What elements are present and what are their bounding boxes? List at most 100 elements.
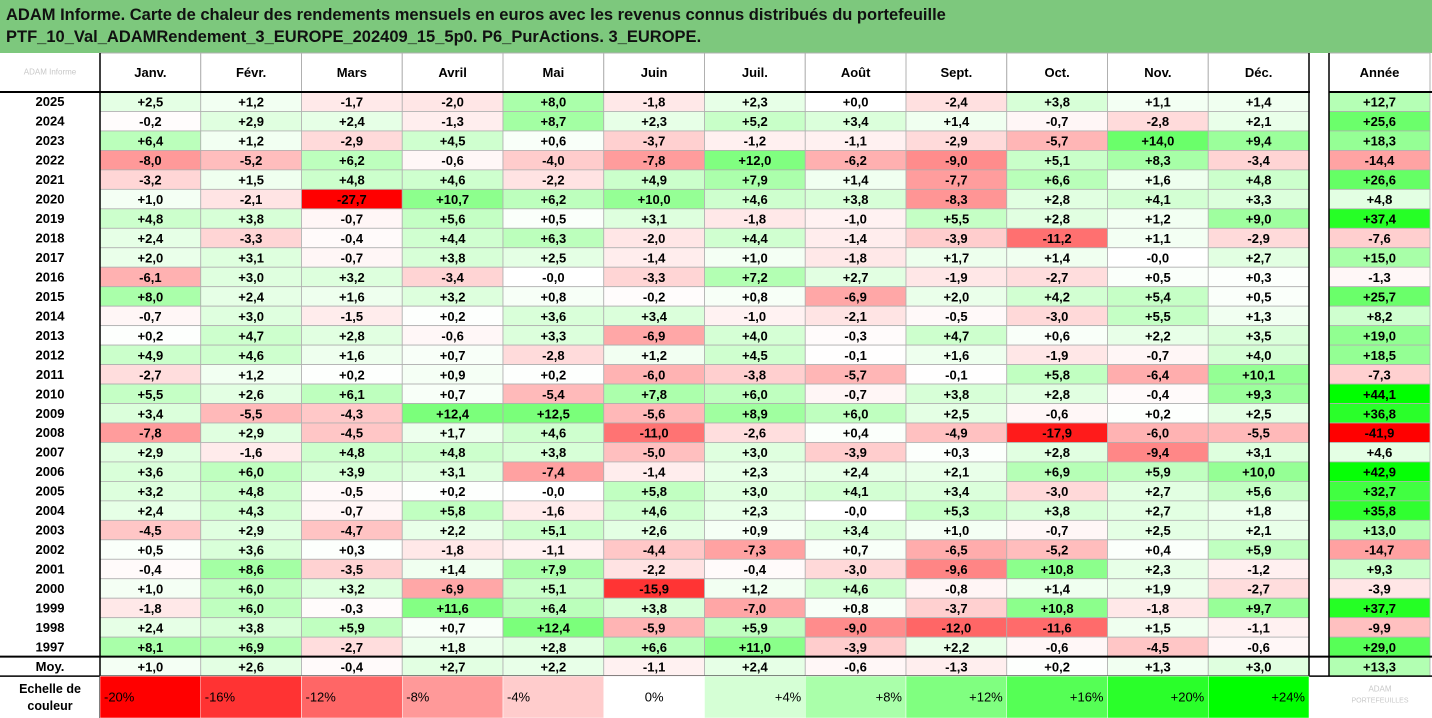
cell-value: +3,1 [1246, 445, 1272, 460]
cell-value: -3,7 [945, 601, 967, 616]
column-header-7: Juil. [742, 65, 768, 80]
cell-value: +2,8 [1044, 445, 1070, 460]
cell-value: -11,2 [1043, 231, 1072, 246]
cell-value: -3,3 [240, 231, 262, 246]
cell-value: +2,4 [238, 289, 264, 304]
cell-value: -5,5 [1247, 426, 1269, 441]
cell-value: -0,6 [844, 659, 866, 674]
cell-value: -3,9 [844, 445, 866, 460]
cell-value: -2,2 [542, 173, 564, 188]
cell-value: +4,6 [742, 192, 768, 207]
cell-value: -1,3 [945, 659, 967, 674]
cell-value: -0,8 [945, 581, 967, 596]
cell-value: -0,4 [744, 562, 767, 577]
cell-value: +1,6 [944, 348, 970, 363]
cell-value: -4,0 [542, 153, 564, 168]
cell-value: +2,3 [1145, 562, 1171, 577]
cell-value: -3,0 [844, 562, 866, 577]
cell-value: -0,6 [1046, 406, 1068, 421]
cell-value: +0,3 [944, 445, 970, 460]
cell-value: +5,6 [1246, 484, 1272, 499]
cell-value: +10,8 [1041, 601, 1074, 616]
cell-value: +0,5 [138, 543, 164, 558]
cell-value: -1,8 [441, 543, 463, 558]
cell-value: +4,8 [339, 445, 365, 460]
cell-value: +9,3 [1246, 387, 1272, 402]
year-total-value: +13,3 [1363, 659, 1396, 674]
year-total-value: +37,7 [1363, 601, 1396, 616]
cell-value: -0,4 [341, 231, 364, 246]
cell-value: +10,0 [1242, 465, 1275, 480]
cell-value: +2,3 [742, 95, 768, 110]
cell-value: +3,8 [238, 620, 264, 635]
cell-value: -4,4 [643, 543, 666, 558]
cell-value: -1,4 [844, 231, 867, 246]
cell-value: +2,5 [1246, 406, 1272, 421]
cell-value: -3,0 [1046, 484, 1068, 499]
cell-value: -8,0 [139, 153, 161, 168]
cell-value: +0,2 [138, 328, 164, 343]
cell-value: -11,0 [640, 426, 669, 441]
cell-value: +2,6 [238, 387, 264, 402]
year-total-value: -14,4 [1365, 153, 1395, 168]
cell-value: +2,6 [641, 523, 667, 538]
cell-value: +4,5 [742, 348, 768, 363]
cell-value: +1,8 [1246, 504, 1272, 519]
cell-value: +1,0 [944, 523, 970, 538]
cell-value: -1,3 [441, 114, 463, 129]
cell-value: +6,1 [339, 387, 365, 402]
cell-value: -5,2 [1046, 543, 1068, 558]
cell-value: -6,1 [139, 270, 161, 285]
cell-value: -0,0 [844, 504, 866, 519]
cell-value: +2,9 [238, 523, 264, 538]
scale-swatch [1208, 675, 1310, 718]
cell-value: -6,0 [1147, 426, 1169, 441]
cell-value: +2,2 [440, 523, 466, 538]
scale-label-7: +4% [775, 690, 802, 705]
year-total-value: +37,4 [1363, 212, 1397, 227]
cell-value: +4,6 [541, 426, 567, 441]
year-total-value: -3,9 [1368, 581, 1390, 596]
cell-value: -11,6 [1043, 620, 1072, 635]
cell-value: -0,4 [139, 562, 162, 577]
cell-value: +3,4 [944, 484, 970, 499]
cell-value: +1,4 [1044, 581, 1070, 596]
row-label-2010: 2010 [36, 386, 65, 401]
cell-value: +2,9 [238, 426, 264, 441]
average-row-label: Moy. [36, 659, 65, 674]
cell-value: -5,7 [1046, 134, 1068, 149]
cell-value: +1,6 [339, 289, 365, 304]
cell-value: +1,9 [1145, 581, 1171, 596]
cell-value: +1,3 [1145, 659, 1171, 674]
row-label-1997: 1997 [36, 639, 65, 654]
column-header-cell [301, 52, 403, 93]
row-label-2012: 2012 [36, 347, 65, 362]
cell-value: -2,9 [1247, 231, 1269, 246]
cell-value: -7,8 [139, 426, 161, 441]
cell-value: +6,2 [339, 153, 365, 168]
cell-value: +2,7 [1246, 250, 1272, 265]
cell-value: +2,8 [339, 328, 365, 343]
cell-value: +12,0 [738, 153, 771, 168]
column-header-6: Juin [641, 65, 668, 80]
row-label-2018: 2018 [36, 231, 65, 246]
cell-value: +5,1 [1044, 153, 1070, 168]
cell-value: -2,7 [341, 640, 363, 655]
column-header-cell [603, 52, 705, 93]
cell-value: -9,4 [1147, 445, 1170, 460]
cell-value: -2,1 [844, 309, 866, 324]
scale-label-4: -8% [406, 690, 430, 705]
watermark-subtitle: PORTEFEUILLES [1351, 698, 1408, 705]
cell-value: -7,4 [542, 465, 565, 480]
column-header-cell [1006, 52, 1108, 93]
column-header-9: Sept. [940, 65, 972, 80]
cell-value: -1,8 [744, 212, 766, 227]
cell-value: -1,2 [744, 134, 766, 149]
scale-swatch [805, 675, 907, 718]
cell-value: +3,0 [742, 484, 768, 499]
cell-value: +4,8 [1246, 173, 1272, 188]
cell-value: -3,7 [643, 134, 665, 149]
year-total-value: +35,8 [1363, 504, 1396, 519]
year-total-value: +25,6 [1363, 114, 1396, 129]
cell-value: +2,4 [843, 465, 869, 480]
